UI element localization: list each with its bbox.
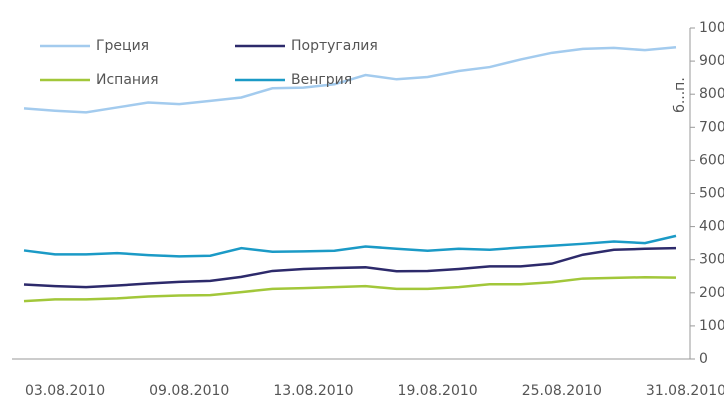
y-tick-label: 900 (699, 53, 724, 69)
y-tick-label: 400 (699, 219, 724, 235)
legend-label: Венгрия (291, 72, 352, 88)
y-tick-label: 100 (699, 318, 724, 334)
y-tick-label: 700 (699, 119, 724, 135)
x-tick-label: 19.08.2010 (398, 383, 478, 399)
line-series (23, 45, 677, 114)
y-tick-label: 600 (699, 152, 724, 168)
x-tick-label: 31.08.2010 (646, 383, 724, 399)
x-tick-label: 25.08.2010 (522, 383, 602, 399)
line-series (23, 275, 677, 303)
y-axis-label: б...п. (672, 77, 688, 113)
legend-label: Португалия (291, 38, 378, 54)
y-tick-label: 200 (699, 285, 724, 301)
x-tick-label: 03.08.2010 (25, 383, 105, 399)
y-tick-label: 800 (699, 86, 724, 102)
legend-label: Испания (96, 72, 159, 88)
y-tick-label: 300 (699, 252, 724, 268)
line-series (23, 234, 677, 258)
x-tick-label: 13.08.2010 (273, 383, 353, 399)
legend-label: Греция (96, 38, 149, 54)
y-tick-label: 500 (699, 186, 724, 202)
x-tick-label: 09.08.2010 (149, 383, 229, 399)
line-series (23, 246, 677, 289)
y-tick-label: 0 (699, 351, 708, 367)
